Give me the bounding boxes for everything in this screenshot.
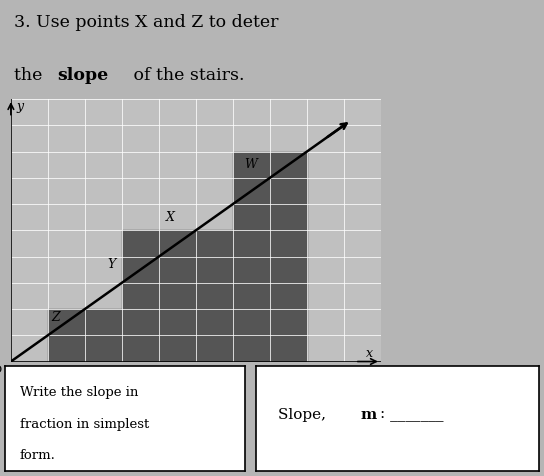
- Text: form.: form.: [20, 448, 55, 461]
- Text: slope: slope: [57, 67, 108, 84]
- Text: W: W: [244, 158, 257, 171]
- Text: the: the: [14, 67, 47, 84]
- Text: fraction in simplest: fraction in simplest: [20, 417, 149, 430]
- Polygon shape: [48, 152, 307, 362]
- Text: : _______: : _______: [380, 407, 444, 421]
- Text: Write the slope in: Write the slope in: [20, 386, 138, 398]
- Text: of the stairs.: of the stairs.: [128, 67, 244, 84]
- Text: x: x: [366, 346, 373, 359]
- Text: O: O: [0, 364, 2, 374]
- Text: Y: Y: [107, 258, 115, 270]
- Text: Z: Z: [52, 310, 60, 323]
- Text: 3. Use points X and Z to deter: 3. Use points X and Z to deter: [14, 14, 278, 31]
- Text: y: y: [16, 100, 23, 113]
- Text: X: X: [166, 210, 175, 223]
- Text: m: m: [360, 407, 376, 421]
- Text: Slope,: Slope,: [279, 407, 331, 421]
